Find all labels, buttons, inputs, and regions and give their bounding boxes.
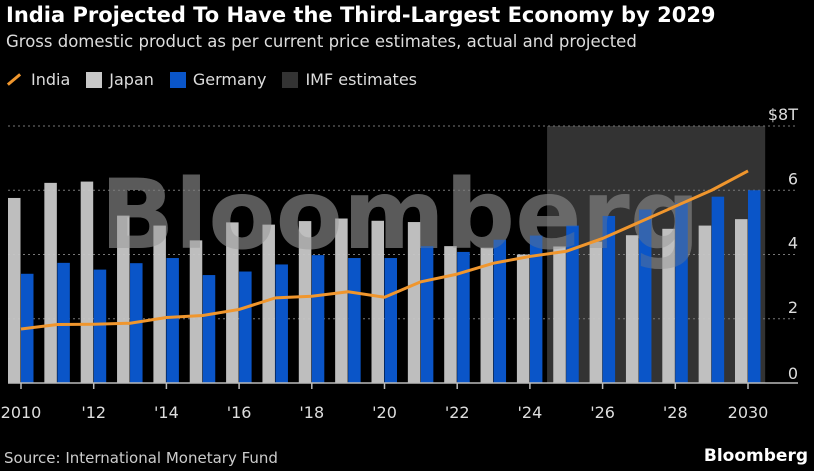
bar-japan	[589, 241, 603, 383]
bar-germany	[675, 203, 688, 383]
bar-japan	[371, 220, 384, 383]
bar-germany	[275, 264, 288, 383]
x-tick-label: '12	[81, 403, 106, 422]
legend-item-japan: Japan	[86, 70, 154, 89]
bar-germany	[348, 258, 361, 383]
legend-item-imf: IMF estimates	[282, 70, 417, 89]
bar-germany	[57, 262, 70, 383]
japan-swatch	[86, 71, 103, 88]
legend-label-germany: Germany	[192, 70, 267, 89]
bar-japan	[44, 182, 57, 383]
bar-japan	[516, 254, 530, 383]
x-tick-label: '18	[299, 403, 324, 422]
y-tick-label: $8T	[768, 105, 798, 124]
bar-japan	[189, 240, 203, 383]
y-tick-label: 4	[788, 234, 798, 253]
bar-japan	[117, 215, 130, 383]
bar-japan	[407, 222, 421, 383]
bar-japan	[8, 197, 21, 383]
bar-japan	[625, 235, 639, 383]
bar-germany	[457, 251, 470, 383]
bar-germany	[602, 215, 616, 383]
bar-japan	[480, 247, 494, 383]
legend: India Japan Germany IMF estimates	[6, 70, 433, 89]
bar-germany	[93, 269, 107, 383]
bar-japan	[80, 181, 94, 383]
x-tick-label: '16	[227, 403, 252, 422]
x-tick-label: '24	[518, 403, 543, 422]
bloomberg-watermark-overlay: Bloomberg	[100, 159, 700, 271]
bar-germany	[529, 235, 543, 383]
bar-japan	[444, 246, 457, 383]
y-tick-label: 6	[788, 169, 798, 188]
bar-germany	[711, 196, 725, 383]
bar-japan	[735, 219, 748, 383]
bar-japan	[226, 222, 239, 383]
y-tick-label: 0	[788, 364, 798, 383]
bloomberg-logo: Bloomberg	[703, 446, 808, 466]
chart-title: India Projected To Have the Third-Larges…	[6, 3, 716, 27]
bar-japan	[698, 225, 712, 383]
bar-germany	[166, 258, 179, 383]
bar-japan	[262, 224, 275, 383]
x-tick-label: '14	[154, 403, 179, 422]
bar-germany	[748, 190, 761, 383]
x-tick-label: '20	[372, 403, 397, 422]
legend-item-germany: Germany	[169, 70, 267, 89]
legend-label-imf: IMF estimates	[305, 70, 417, 89]
bar-germany	[384, 258, 397, 383]
source-note: Source: International Monetary Fund	[4, 449, 278, 467]
imf-swatch	[282, 71, 299, 88]
bar-germany	[202, 275, 216, 383]
chart-subtitle: Gross domestic product as per current pr…	[6, 32, 637, 51]
legend-label-japan: Japan	[109, 70, 154, 89]
bar-japan	[298, 221, 312, 383]
x-tick-label: 2030	[728, 403, 769, 422]
bar-japan	[662, 228, 675, 383]
bar-germany	[566, 225, 579, 383]
bar-japan	[153, 225, 166, 383]
x-tick-label: '26	[590, 403, 615, 422]
bar-germany	[239, 271, 252, 383]
bar-germany	[493, 239, 507, 383]
y-tick-label: 2	[788, 298, 798, 317]
bar-germany	[638, 209, 652, 383]
bar-japan	[335, 218, 348, 383]
bar-germany	[311, 255, 325, 383]
x-tick-label: '28	[663, 403, 688, 422]
legend-label-india: India	[31, 70, 71, 89]
legend-item-india: India	[6, 70, 70, 89]
x-tick-label: '22	[445, 403, 470, 422]
bar-japan	[553, 246, 566, 383]
x-tick-label: 2010	[1, 403, 42, 422]
germany-swatch	[169, 71, 186, 88]
